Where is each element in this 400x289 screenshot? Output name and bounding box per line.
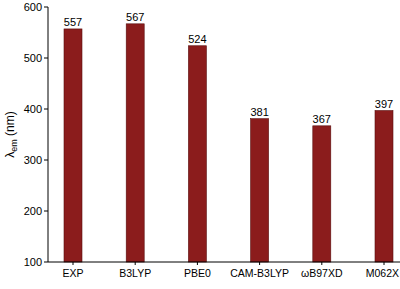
y-axis-label: λem (nm) [3, 111, 19, 158]
bar [375, 111, 393, 262]
y-tick-label: 300 [24, 154, 42, 166]
y-tick-label: 500 [24, 52, 42, 64]
y-tick [44, 7, 48, 8]
y-tick [44, 211, 48, 212]
y-tick-label: 200 [24, 205, 42, 217]
x-tick [321, 262, 322, 265]
x-tick-label: PBE0 [184, 267, 211, 279]
bar [251, 119, 269, 262]
x-tick [259, 262, 260, 265]
y-tick [44, 262, 48, 263]
y-tick [44, 160, 48, 161]
x-tick-label: B3LYP [119, 267, 151, 279]
x-axis [48, 262, 400, 263]
y-tick-label: 100 [24, 256, 42, 268]
y-tick [44, 58, 48, 59]
x-tick-label: M062X [366, 267, 399, 279]
x-tick-label: CAM-B3LYP [230, 267, 289, 279]
y-axis [48, 7, 49, 262]
y-tick [44, 109, 48, 110]
bar [64, 29, 82, 262]
x-tick [384, 262, 385, 265]
x-tick [135, 262, 136, 265]
chart: 100 200 300 400 500 600 EXP B3LYP PBE0 CAM-B3LYP ω… [0, 0, 400, 289]
data-label: 567 [126, 11, 144, 23]
y-tick-label: 400 [24, 103, 42, 115]
bar [126, 24, 144, 262]
data-label: 557 [64, 16, 82, 28]
y-tick-label: 600 [24, 1, 42, 13]
bar [188, 46, 206, 262]
x-tick-label: EXP [62, 267, 83, 279]
data-label: 397 [375, 98, 393, 110]
bar [313, 126, 331, 262]
data-label: 381 [250, 106, 268, 118]
x-tick [73, 262, 74, 265]
data-label: 367 [313, 113, 331, 125]
x-tick [197, 262, 198, 265]
x-tick-label: ωB97XD [301, 267, 343, 279]
data-label: 524 [188, 33, 206, 45]
